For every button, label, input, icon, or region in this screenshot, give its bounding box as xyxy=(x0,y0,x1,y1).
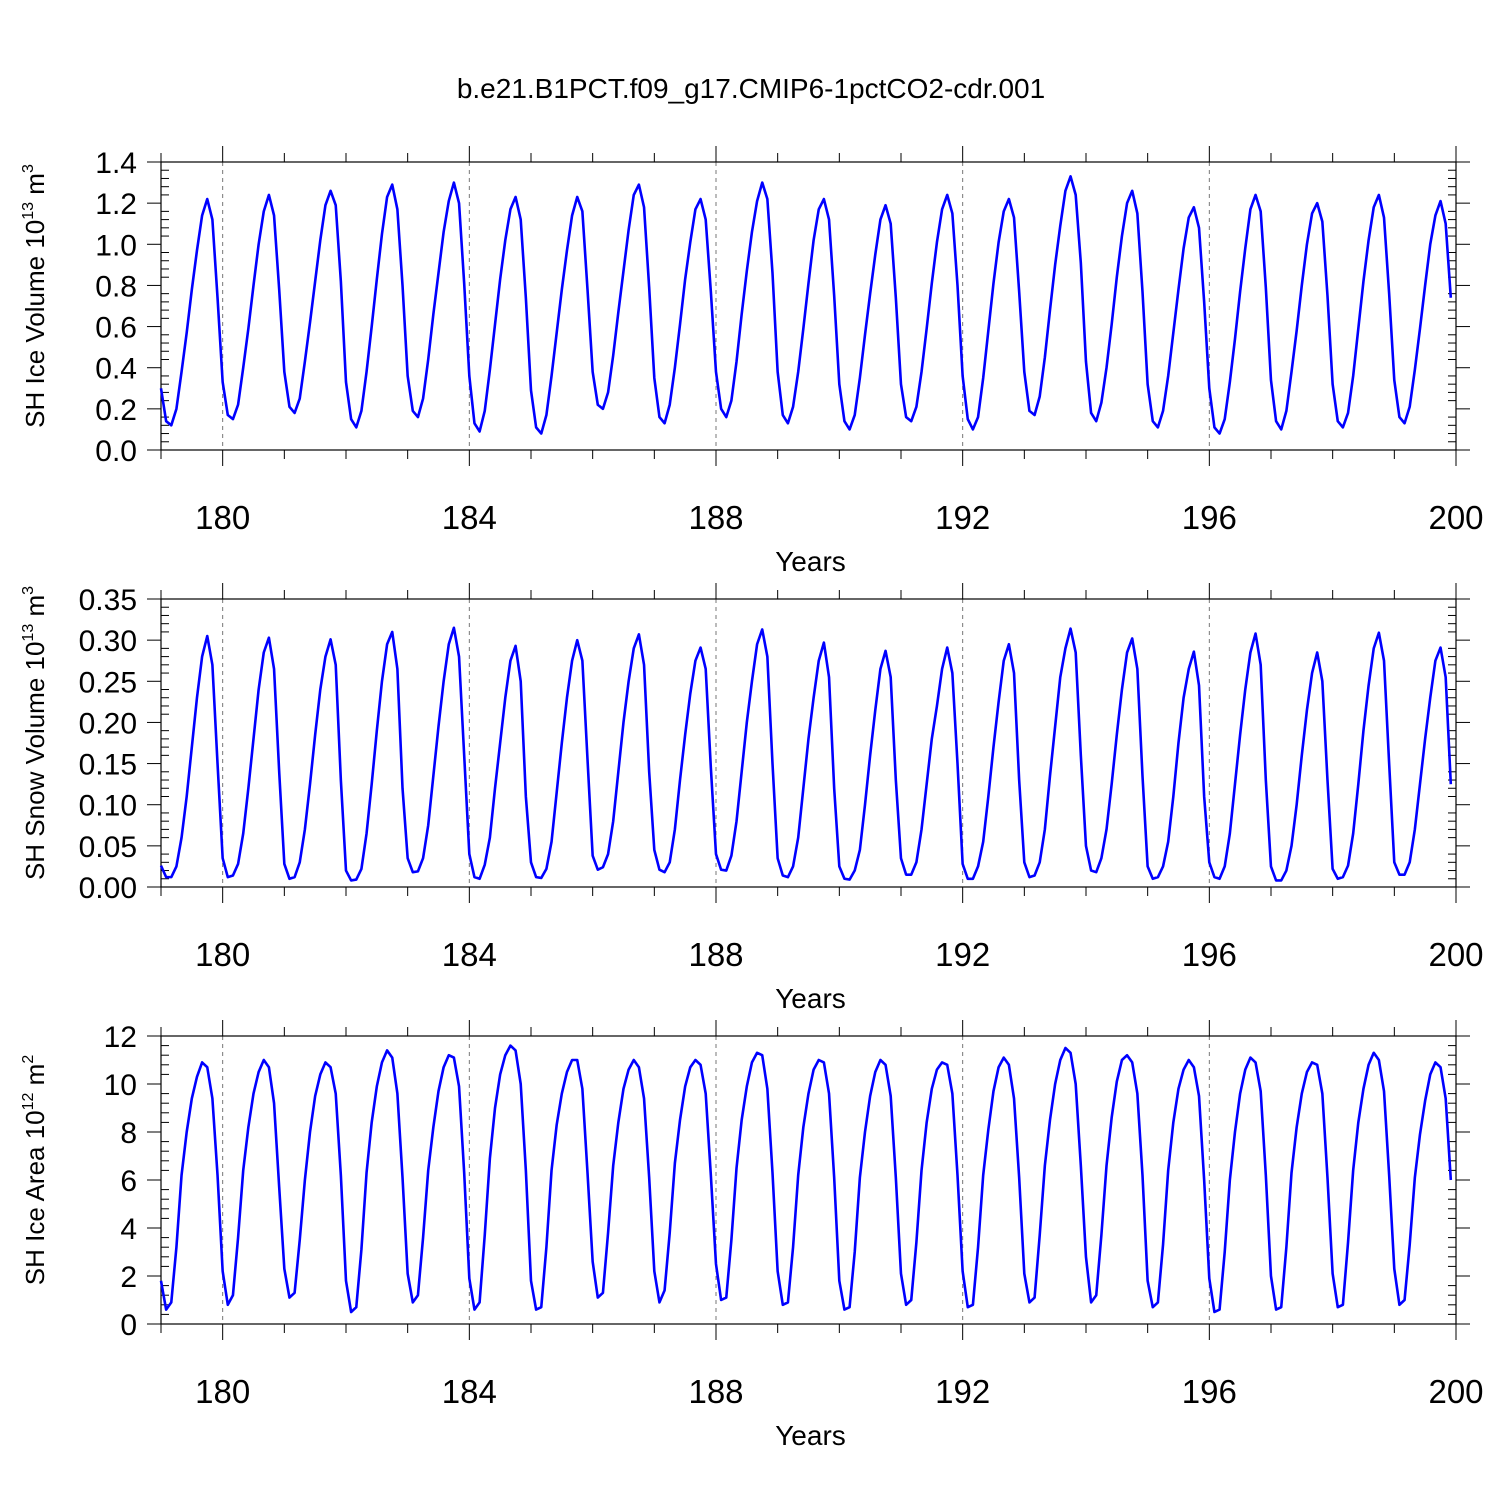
ice-area-x-tick-label: 192 xyxy=(935,1373,990,1410)
ice-area-y-tick-label: 4 xyxy=(120,1213,137,1246)
ice-area-x-tick-label: 184 xyxy=(442,1373,497,1410)
snow-volume-y-tick-label: 0.35 xyxy=(79,584,137,617)
ice-volume-y-axis-label: SH Ice Volume 1013 m3 xyxy=(20,164,50,428)
ice-volume-y-tick-label: 0.4 xyxy=(95,353,137,386)
ice-volume-y-tick-label: 0.6 xyxy=(95,312,137,345)
ice-area-x-axis-label: Years xyxy=(775,1420,846,1451)
snow-volume-x-tick-label: 188 xyxy=(688,936,743,973)
ice-area-y-tick-label: 6 xyxy=(120,1165,137,1198)
snow-volume-y-axis-label-part: SH Snow Volume 10 xyxy=(20,642,50,880)
ice-volume-y-tick-label: 0.8 xyxy=(95,270,137,303)
ice-volume-x-tick-label: 184 xyxy=(442,499,497,536)
ice-volume-x-tick-label: 196 xyxy=(1182,499,1237,536)
snow-volume-series-line xyxy=(159,626,1453,882)
ice-volume-y-axis-label-part: 13 xyxy=(20,202,37,220)
ice-volume-y-axis-label-part: SH Ice Volume 10 xyxy=(20,220,50,428)
ice-area-panel: 180 184 188 192 196 200 0 2 4 6 8 10 12 Years SH Ice A… xyxy=(20,1020,1484,1451)
ice-volume-panel: 180 184 188 192 196 200 0.0 0.2 0.4 0.6 0.8 1.0 1.2 1… xyxy=(20,146,1484,577)
ice-area-y-tick-label: 12 xyxy=(104,1021,137,1054)
ice-area-y-axis-label: SH Ice Area 1012 m2 xyxy=(20,1055,50,1286)
snow-volume-x-tick-label: 196 xyxy=(1182,936,1237,973)
ice-volume-y-tick-label: 1.2 xyxy=(95,188,137,221)
snow-volume-y-tick-label: 0.30 xyxy=(79,625,137,658)
ice-area-y-axis-label-part: 12 xyxy=(20,1092,37,1110)
ice-volume-x-tick-label: 180 xyxy=(195,499,250,536)
ice-area-x-tick-label: 180 xyxy=(195,1373,250,1410)
snow-volume-y-axis-label-part: 13 xyxy=(20,624,37,642)
ice-volume-x-tick-label: 200 xyxy=(1428,499,1483,536)
ice-area-y-tick-label: 10 xyxy=(104,1069,137,1102)
ice-area-x-tick-label: 200 xyxy=(1428,1373,1483,1410)
snow-volume-y-tick-label: 0.10 xyxy=(79,790,137,823)
snow-volume-y-tick-label: 0.15 xyxy=(79,749,137,782)
snow-volume-y-tick-label: 0.05 xyxy=(79,831,137,864)
ice-area-series-line xyxy=(159,1044,1453,1314)
ice-volume-x-tick-label: 188 xyxy=(688,499,743,536)
ice-volume-x-axis-label: Years xyxy=(775,546,846,577)
snow-volume-x-tick-label: 180 xyxy=(195,936,250,973)
ice-area-x-tick-label: 196 xyxy=(1182,1373,1237,1410)
ice-area-y-tick-label: 8 xyxy=(120,1117,137,1150)
snow-volume-panel: 180 184 188 192 196 200 0.00 0.05 0.10 0.15 0.20 0.… xyxy=(20,583,1484,1014)
ice-volume-y-tick-label: 0.2 xyxy=(95,394,137,427)
snow-volume-x-tick-label: 192 xyxy=(935,936,990,973)
snow-volume-y-axis-label-part: 3 xyxy=(20,586,37,595)
ice-area-y-tick-label: 0 xyxy=(120,1309,137,1342)
ice-area-y-axis-label-part: 2 xyxy=(20,1055,37,1064)
ice-area-x-tick-label: 188 xyxy=(688,1373,743,1410)
ice-area-y-axis-label-part: SH Ice Area 10 xyxy=(20,1110,50,1285)
snow-volume-y-tick-label: 0.25 xyxy=(79,666,137,699)
snow-volume-x-tick-label: 200 xyxy=(1428,936,1483,973)
ice-volume-y-tick-label: 0.0 xyxy=(95,435,137,468)
snow-volume-y-tick-label: 0.00 xyxy=(79,872,137,905)
snow-volume-frame xyxy=(160,598,1457,888)
ice-area-y-tick-label: 2 xyxy=(120,1261,137,1294)
ice-volume-series-line xyxy=(159,175,1453,435)
figure-title: b.e21.B1PCT.f09_g17.CMIP6-1pctCO2-cdr.00… xyxy=(457,73,1045,104)
snow-volume-x-tick-label: 184 xyxy=(442,936,497,973)
snow-volume-y-axis-label-part: m xyxy=(20,595,50,624)
snow-volume-y-axis-label: SH Snow Volume 1013 m3 xyxy=(20,586,50,880)
ice-area-y-axis-label-part: m xyxy=(20,1064,50,1093)
ice-volume-y-tick-label: 1.0 xyxy=(95,229,137,262)
ice-area-frame xyxy=(160,1035,1457,1325)
ice-volume-y-axis-label-part: m xyxy=(20,173,50,202)
ice-volume-y-tick-label: 1.4 xyxy=(95,147,137,180)
ice-volume-y-axis-label-part: 3 xyxy=(20,164,37,173)
snow-volume-x-axis-label: Years xyxy=(775,983,846,1014)
snow-volume-y-tick-label: 0.20 xyxy=(79,707,137,740)
ice-volume-x-tick-label: 192 xyxy=(935,499,990,536)
ice-volume-frame xyxy=(160,161,1457,451)
